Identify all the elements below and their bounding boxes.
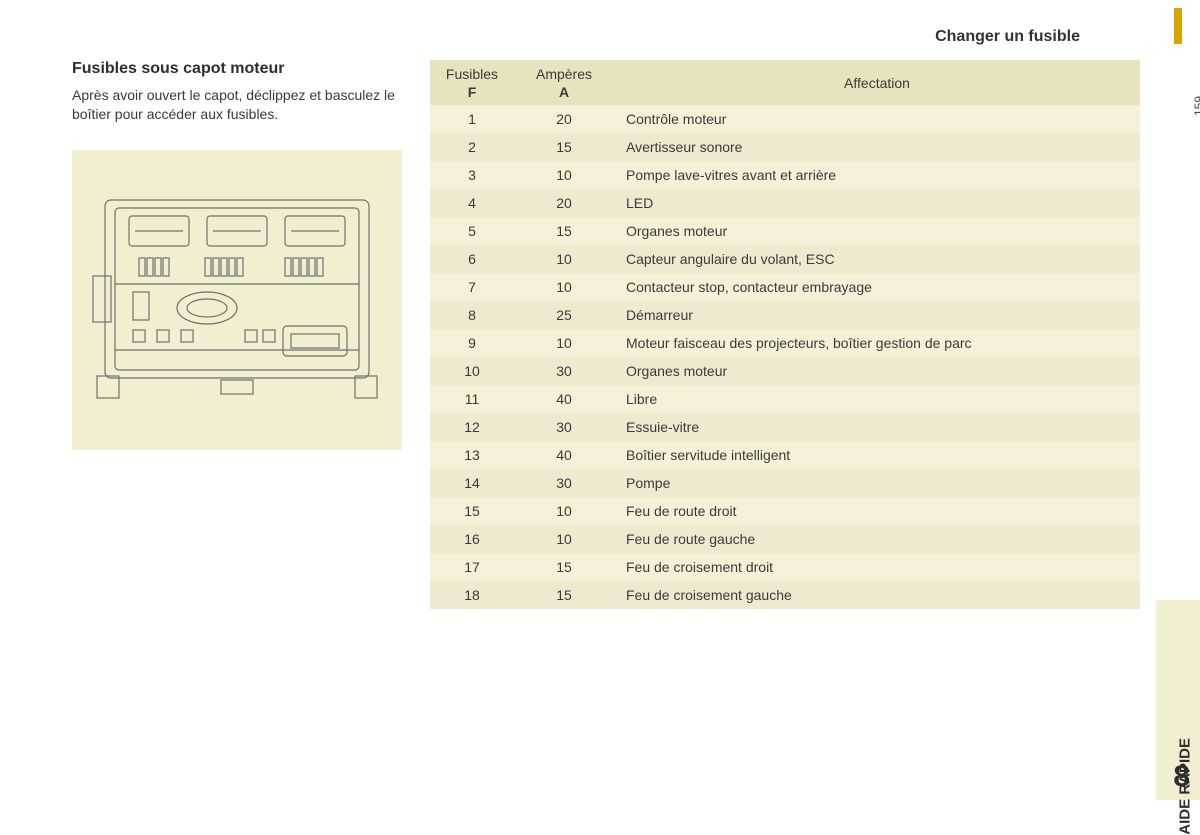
cell-amp: 30 [514, 413, 614, 441]
cell-amp: 10 [514, 245, 614, 273]
fusebox-diagram [72, 150, 402, 450]
table-row: 120Contrôle moteur [430, 105, 1140, 133]
cell-amp: 20 [514, 105, 614, 133]
cell-fuse: 3 [430, 161, 514, 189]
cell-affectation: Feu de route droit [614, 497, 1140, 525]
section-heading: Fusibles sous capot moteur [72, 60, 402, 78]
cell-fuse: 12 [430, 413, 514, 441]
cell-fuse: 13 [430, 441, 514, 469]
th-fuse: Fusibles F [430, 60, 514, 105]
left-column: Fusibles sous capot moteur Après avoir o… [72, 60, 402, 609]
section-body: Après avoir ouvert le capot, déclippez e… [72, 86, 402, 124]
cell-affectation: Organes moteur [614, 357, 1140, 385]
cell-amp: 30 [514, 357, 614, 385]
cell-affectation: Organes moteur [614, 217, 1140, 245]
cell-fuse: 11 [430, 385, 514, 413]
cell-affectation: Essuie-vitre [614, 413, 1140, 441]
cell-amp: 40 [514, 385, 614, 413]
table-row: 1610Feu de route gauche [430, 525, 1140, 553]
cell-fuse: 8 [430, 301, 514, 329]
cell-affectation: Feu de route gauche [614, 525, 1140, 553]
cell-affectation: Moteur faisceau des projecteurs, boîtier… [614, 329, 1140, 357]
table-row: 1715Feu de croisement droit [430, 553, 1140, 581]
cell-fuse: 14 [430, 469, 514, 497]
th-amp-line2: A [524, 84, 604, 102]
cell-affectation: Avertisseur sonore [614, 133, 1140, 161]
cell-affectation: Capteur angulaire du volant, ESC [614, 245, 1140, 273]
cell-amp: 15 [514, 581, 614, 609]
side-mark [1174, 8, 1182, 44]
cell-affectation: Contrôle moteur [614, 105, 1140, 133]
cell-fuse: 10 [430, 357, 514, 385]
cell-fuse: 4 [430, 189, 514, 217]
th-affectation: Affectation [614, 60, 1140, 105]
cell-amp: 25 [514, 301, 614, 329]
cell-fuse: 6 [430, 245, 514, 273]
cell-amp: 10 [514, 273, 614, 301]
page-number: 159 [1192, 96, 1200, 116]
th-amp-line1: Ampères [536, 66, 592, 82]
cell-amp: 15 [514, 133, 614, 161]
th-fuse-line1: Fusibles [446, 66, 498, 82]
cell-amp: 20 [514, 189, 614, 217]
table-row: 910Moteur faisceau des projecteurs, boît… [430, 329, 1140, 357]
side-bar: 159 AIDE RAPIDE 8 [1156, 0, 1200, 800]
th-amp: Ampères A [514, 60, 614, 105]
tab-number: 8 [1173, 760, 1190, 794]
cell-affectation: Démarreur [614, 301, 1140, 329]
cell-amp: 40 [514, 441, 614, 469]
cell-affectation: Pompe lave-vitres avant et arrière [614, 161, 1140, 189]
fusebox-svg [87, 180, 387, 420]
cell-affectation: Contacteur stop, contacteur embrayage [614, 273, 1140, 301]
cell-affectation: LED [614, 189, 1140, 217]
cell-affectation: Pompe [614, 469, 1140, 497]
cell-amp: 15 [514, 553, 614, 581]
cell-fuse: 7 [430, 273, 514, 301]
table-row: 1430Pompe [430, 469, 1140, 497]
cell-affectation: Boîtier servitude intelligent [614, 441, 1140, 469]
table-row: 310Pompe lave-vitres avant et arrière [430, 161, 1140, 189]
table-row: 215Avertisseur sonore [430, 133, 1140, 161]
cell-fuse: 9 [430, 329, 514, 357]
th-fuse-line2: F [440, 84, 504, 102]
table-row: 1510Feu de route droit [430, 497, 1140, 525]
table-row: 420LED [430, 189, 1140, 217]
page-title: Changer un fusible [72, 28, 1140, 46]
table-row: 1030Organes moteur [430, 357, 1140, 385]
manual-page: Changer un fusible Fusibles sous capot m… [0, 0, 1200, 800]
table-row: 825Démarreur [430, 301, 1140, 329]
cell-fuse: 17 [430, 553, 514, 581]
table-row: 1230Essuie-vitre [430, 413, 1140, 441]
cell-fuse: 15 [430, 497, 514, 525]
table-row: 610Capteur angulaire du volant, ESC [430, 245, 1140, 273]
table-row: 1140Libre [430, 385, 1140, 413]
table-row: 710Contacteur stop, contacteur embrayage [430, 273, 1140, 301]
cell-amp: 10 [514, 329, 614, 357]
table-row: 1815Feu de croisement gauche [430, 581, 1140, 609]
cell-fuse: 5 [430, 217, 514, 245]
cell-affectation: Feu de croisement droit [614, 553, 1140, 581]
cell-fuse: 18 [430, 581, 514, 609]
cell-fuse: 16 [430, 525, 514, 553]
fuse-table-body: 120Contrôle moteur215Avertisseur sonore3… [430, 105, 1140, 609]
table-row: 1340Boîtier servitude intelligent [430, 441, 1140, 469]
section-tab: AIDE RAPIDE 8 [1156, 600, 1200, 800]
cell-amp: 10 [514, 161, 614, 189]
cell-amp: 10 [514, 497, 614, 525]
content-row: Fusibles sous capot moteur Après avoir o… [72, 60, 1140, 609]
cell-affectation: Libre [614, 385, 1140, 413]
cell-amp: 30 [514, 469, 614, 497]
table-row: 515Organes moteur [430, 217, 1140, 245]
fuse-table-head: Fusibles F Ampères A Affectation [430, 60, 1140, 105]
cell-affectation: Feu de croisement gauche [614, 581, 1140, 609]
cell-fuse: 1 [430, 105, 514, 133]
cell-amp: 15 [514, 217, 614, 245]
cell-amp: 10 [514, 525, 614, 553]
fuse-table: Fusibles F Ampères A Affectation 120Cont… [430, 60, 1140, 609]
cell-fuse: 2 [430, 133, 514, 161]
